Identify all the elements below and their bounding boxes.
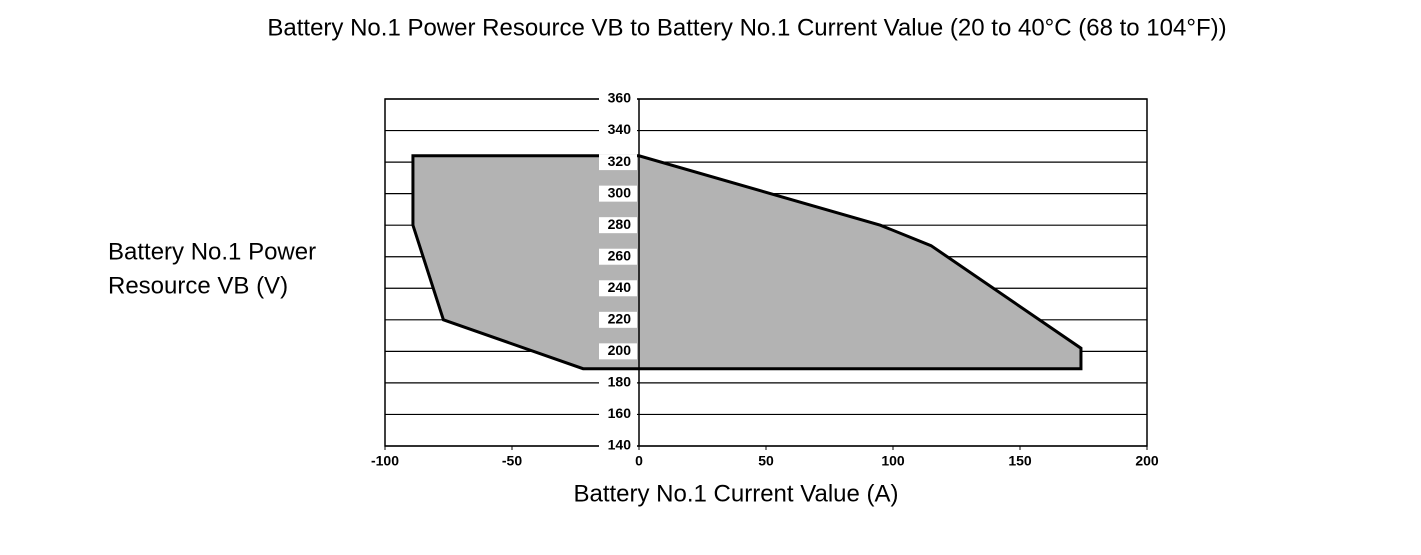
tick-label-bg [599, 122, 637, 139]
y-tick-label: 280 [608, 216, 632, 232]
tick-label-bg [599, 248, 637, 265]
y-tick-label: 260 [608, 247, 632, 263]
y-tick-label: 240 [608, 279, 632, 295]
y-tick-label: 220 [608, 311, 632, 327]
tick-label-bg [599, 154, 637, 171]
y-axis-label: Resource VB (V) [108, 272, 288, 299]
x-tick-label: 200 [1135, 453, 1159, 469]
x-tick-label: 100 [881, 453, 905, 469]
y-tick-label: 320 [608, 153, 632, 169]
x-tick-label: 50 [758, 453, 774, 469]
y-tick-label: 340 [608, 121, 632, 137]
tick-label-bg [599, 185, 637, 202]
tick-label-bg [599, 438, 637, 454]
x-axis-label: Battery No.1 Current Value (A) [573, 480, 898, 507]
tick-label-bg [599, 406, 637, 423]
x-tick-label: 150 [1008, 453, 1032, 469]
y-axis-label: Battery No.1 Power [108, 238, 316, 265]
tick-label-bg [599, 217, 637, 234]
tick-label-bg [599, 91, 637, 107]
y-tick-label: 180 [608, 374, 632, 390]
tick-label-bg [599, 343, 637, 360]
y-tick-label: 360 [608, 90, 632, 106]
tick-label-bg [599, 311, 637, 328]
area [411, 154, 1083, 371]
x-tick-label: -100 [371, 453, 399, 469]
tick-label-bg [599, 374, 637, 391]
x-tick-label: 0 [635, 453, 643, 469]
y-tick-label: 160 [608, 405, 632, 421]
y-tick-label: 300 [608, 184, 632, 200]
y-tick-label: 140 [608, 437, 632, 453]
tick-label-bg [599, 280, 637, 297]
chart-title: Battery No.1 Power Resource VB to Batter… [267, 14, 1226, 41]
x-tick-label: -50 [502, 453, 522, 469]
y-tick-label: 200 [608, 342, 632, 358]
